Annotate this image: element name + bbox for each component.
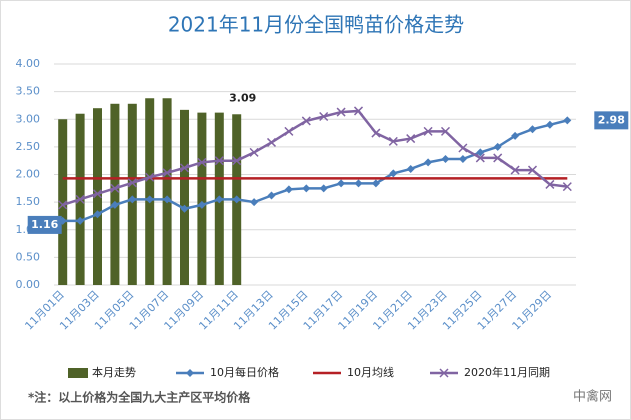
point — [440, 126, 451, 136]
point — [162, 168, 172, 178]
chart-title: 2021年11月份全国鸭苗价格走势 — [168, 13, 464, 37]
point — [458, 143, 468, 153]
data-label-box — [27, 215, 62, 234]
point — [214, 156, 224, 166]
legend-label: 本月走势 — [92, 365, 136, 379]
y-tick-label: 0.00 — [16, 278, 41, 291]
bar — [58, 119, 68, 285]
point — [493, 153, 503, 163]
bar — [162, 98, 172, 285]
y-tick-label: 4.00 — [16, 57, 41, 70]
point — [215, 195, 224, 204]
point — [371, 179, 380, 188]
point — [423, 126, 433, 136]
point — [545, 120, 554, 129]
point — [406, 164, 415, 173]
point — [232, 195, 241, 204]
point — [562, 182, 572, 192]
bar — [127, 103, 137, 285]
point — [145, 195, 154, 204]
point — [493, 142, 502, 151]
point — [354, 179, 363, 188]
point — [75, 194, 85, 204]
y-tick-label: 3.50 — [16, 85, 41, 98]
point — [186, 369, 194, 377]
point — [319, 111, 329, 122]
legend-label: 10月每日价格 — [210, 365, 279, 379]
bar — [110, 103, 120, 285]
data-label: 1.16 — [31, 218, 58, 231]
point — [76, 216, 85, 225]
point — [511, 131, 520, 140]
point — [110, 183, 120, 193]
y-tick-label: 2.50 — [16, 140, 41, 153]
y-tick-label: 1.50 — [16, 195, 41, 208]
watermark: 中禽网 — [573, 389, 612, 405]
point — [145, 172, 155, 182]
point — [266, 137, 277, 147]
y-tick-label: 2.00 — [16, 168, 41, 181]
line — [62, 109, 568, 207]
point — [475, 153, 485, 163]
point — [389, 169, 398, 178]
point — [337, 179, 346, 188]
point — [58, 200, 68, 210]
bar — [197, 112, 207, 286]
point — [371, 128, 381, 138]
point — [127, 178, 137, 188]
point — [353, 106, 364, 116]
point — [510, 165, 520, 175]
point — [527, 165, 538, 175]
point — [336, 107, 346, 117]
legend-swatch — [68, 368, 88, 378]
point — [476, 148, 485, 157]
y-tick-label: 3.00 — [16, 112, 41, 125]
point — [163, 195, 172, 204]
point — [441, 155, 450, 164]
point — [93, 210, 102, 219]
point — [284, 126, 294, 136]
data-label: 3.09 — [229, 91, 256, 104]
point — [563, 116, 572, 125]
point — [528, 125, 537, 134]
data-label-box — [594, 111, 629, 130]
point — [128, 195, 137, 204]
note: *注：以上价格为全国九大主产区平均价格 — [28, 390, 251, 405]
point — [388, 136, 398, 146]
point — [92, 189, 103, 199]
point — [267, 191, 276, 200]
data-label: 2.98 — [598, 113, 625, 126]
point — [249, 147, 259, 157]
point — [110, 200, 119, 209]
legend-label: 10月均线 — [347, 365, 394, 379]
point — [302, 184, 311, 193]
point — [232, 156, 242, 166]
bar — [145, 98, 155, 285]
point — [319, 184, 328, 193]
point — [406, 134, 416, 144]
point — [439, 368, 449, 378]
y-tick-label: 0.50 — [16, 250, 41, 263]
point — [301, 116, 311, 126]
point — [424, 158, 433, 167]
point — [250, 198, 259, 207]
bar — [93, 108, 102, 285]
legend-label: 2020年11月同期 — [464, 365, 550, 379]
point — [545, 179, 555, 189]
point — [180, 204, 189, 213]
point — [179, 163, 190, 173]
bar — [180, 109, 189, 285]
point — [458, 155, 467, 164]
point — [284, 185, 293, 194]
point — [197, 157, 207, 167]
point — [197, 200, 206, 209]
